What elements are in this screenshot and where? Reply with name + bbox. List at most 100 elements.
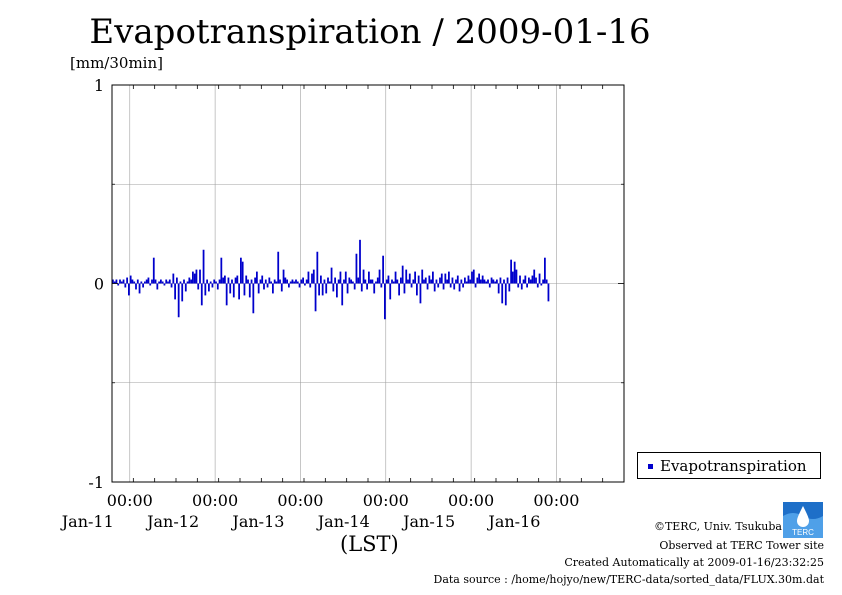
bar: [375, 281, 377, 284]
data-source-text: Data source : /home/hojyo/new/TERC-data/…: [433, 573, 825, 586]
bar: [161, 281, 164, 284]
bar: [528, 277, 530, 284]
bar: [474, 283, 477, 288]
bar: [444, 273, 447, 284]
bar: [181, 283, 184, 302]
bar: [362, 269, 365, 284]
bar: [352, 281, 354, 284]
bar: [344, 271, 347, 284]
bar: [540, 283, 543, 286]
bar: [213, 279, 216, 284]
bar: [435, 279, 438, 284]
bar: [177, 283, 180, 318]
bar: [144, 281, 146, 284]
bar: [510, 259, 512, 284]
bar: [197, 283, 200, 290]
bar: [300, 279, 303, 284]
bar: [227, 277, 230, 284]
bar: [476, 277, 479, 284]
bar: [360, 283, 363, 292]
bar: [163, 283, 166, 286]
bar: [504, 283, 507, 306]
bar: [263, 283, 265, 290]
bar: [391, 279, 393, 284]
bar: [337, 279, 340, 284]
bar: [501, 283, 504, 304]
y-axis-unit-label: [mm/30min]: [70, 54, 163, 72]
bar: [305, 279, 308, 284]
observed-site-text: Observed at TERC Tower site: [659, 539, 824, 552]
bar: [252, 283, 255, 314]
bar: [190, 279, 192, 284]
x-tick-date-label: Jan-13: [230, 512, 284, 531]
bar: [296, 281, 299, 284]
bar: [341, 283, 344, 306]
x-tick-date-label: Jan-12: [145, 512, 199, 531]
bar: [426, 283, 429, 290]
bar: [208, 283, 210, 292]
bar: [467, 275, 470, 284]
bar: [188, 277, 191, 284]
bar: [145, 279, 148, 284]
bar: [151, 279, 153, 284]
bar: [307, 271, 310, 284]
bar: [419, 283, 422, 304]
bar: [270, 281, 272, 284]
bar: [343, 279, 345, 284]
bar: [392, 281, 395, 284]
x-tick-date-label: Jan-16: [486, 512, 540, 531]
bar: [410, 283, 413, 288]
bar: [423, 279, 425, 284]
bar: [256, 271, 258, 284]
chart-title: Evapotranspiration / 2009-01-16: [89, 12, 651, 52]
bar: [312, 269, 315, 284]
bar: [232, 283, 235, 298]
bar: [138, 283, 141, 294]
bar: [200, 283, 203, 306]
bar: [547, 283, 550, 302]
bar: [206, 279, 208, 284]
bar: [332, 283, 335, 292]
bar: [401, 265, 404, 284]
bar: [179, 281, 182, 284]
x-tick-date-label: Jan-11: [60, 512, 114, 531]
legend-label: Evapotranspiration: [660, 457, 807, 475]
logo-text: TERC: [792, 528, 814, 537]
bar: [437, 283, 440, 288]
bar: [421, 269, 424, 284]
bar: [259, 279, 262, 284]
bar: [126, 277, 128, 284]
bar: [465, 281, 468, 284]
bar: [183, 279, 185, 284]
bar: [398, 283, 400, 296]
bar: [385, 279, 388, 284]
bar: [195, 269, 198, 284]
bar: [472, 269, 475, 284]
bar: [424, 277, 427, 284]
bar: [366, 283, 368, 290]
bar: [451, 277, 454, 284]
bar: [455, 279, 457, 284]
bar: [416, 283, 418, 296]
bar: [439, 277, 441, 284]
bar: [261, 275, 264, 284]
bar: [192, 271, 194, 284]
bar: [272, 283, 274, 294]
bar: [248, 283, 251, 298]
bar: [136, 279, 139, 284]
bar: [469, 279, 472, 284]
bar: [140, 281, 143, 284]
bar: [529, 279, 532, 284]
bar: [449, 283, 452, 288]
bar: [295, 279, 297, 284]
bar: [174, 283, 176, 300]
bar: [298, 283, 301, 288]
bar: [231, 279, 233, 284]
bar: [471, 271, 473, 284]
x-tick-hour-label: 00:00: [107, 491, 153, 510]
bar: [414, 271, 416, 284]
bar: [428, 275, 431, 284]
bar: [240, 257, 242, 284]
bar: [496, 279, 498, 284]
bar: [407, 279, 409, 284]
